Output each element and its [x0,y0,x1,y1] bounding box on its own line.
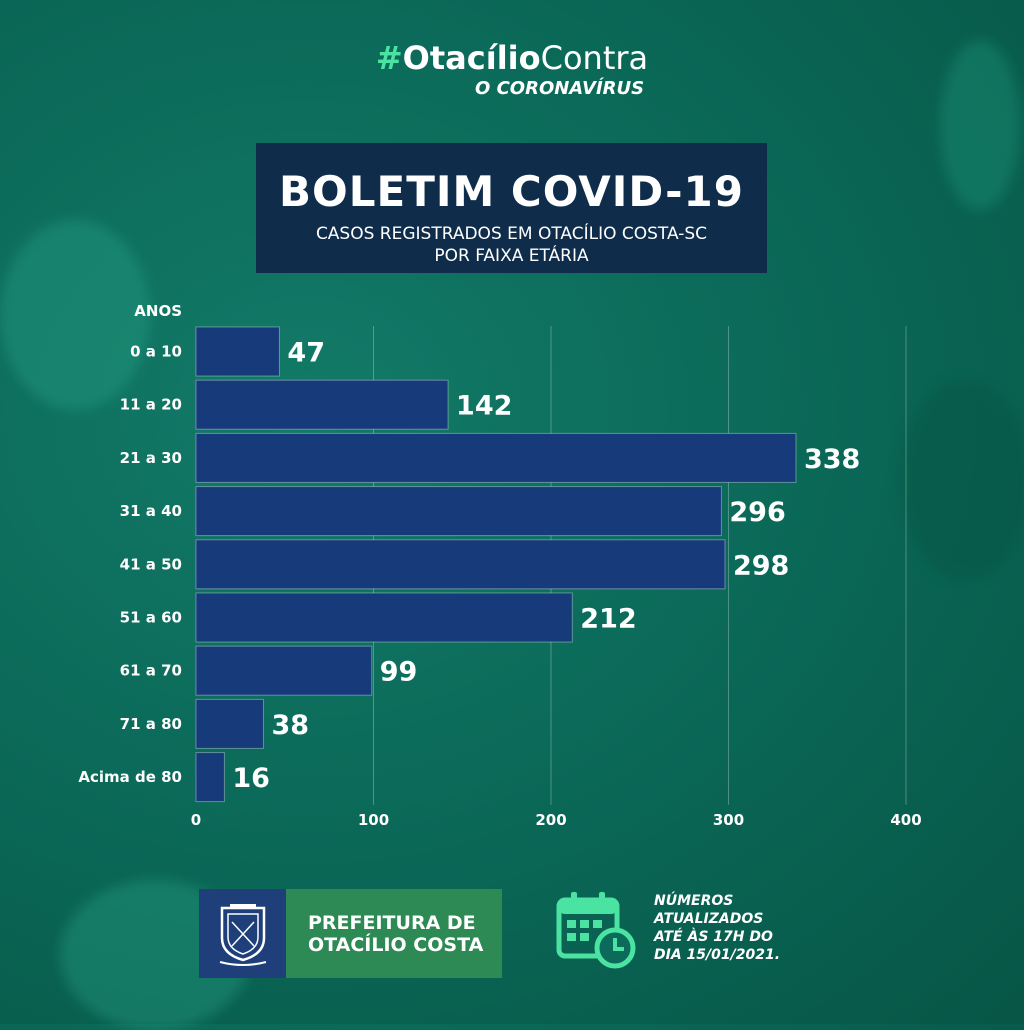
data-label: 338 [804,444,860,475]
category-label: 31 a 40 [120,502,182,520]
bar [195,486,722,537]
hashtag-light: Contra [540,39,649,77]
x-tick-label: 100 [358,811,389,829]
x-tick-label: 200 [535,811,566,829]
calendar-clock-icon [556,892,636,969]
prefeitura-line-2: OTACÍLIO COSTA [308,933,484,956]
data-label: 142 [456,391,512,422]
title-box: BOLETIM COVID-19 CASOS REGISTRADOS EM OT… [256,143,767,273]
hashtag-symbol: # [375,39,403,77]
hashtag-header: #OtacílioContra O CORONAVÍRUS [0,38,1024,99]
virus-icon [900,380,1024,580]
data-label: 212 [580,604,636,635]
virus-icon [940,40,1020,210]
subtitle-line-1: CASOS REGISTRADOS EM OTACÍLIO COSTA-SC [315,224,708,244]
data-label: 38 [271,710,309,741]
virus-icon [0,220,150,410]
category-label: 21 a 30 [120,449,182,467]
update-line-3: ATÉ ÀS 17H DO [654,929,773,945]
update-line-4: DIA 15/01/2021. [654,947,781,963]
bar [195,326,280,377]
x-tick-label: 300 [713,811,744,829]
crest-icon [199,889,286,978]
x-tick-label: 0 [191,811,201,829]
bar [195,645,373,696]
category-label: 11 a 20 [120,396,182,414]
category-label: Acima de 80 [78,768,182,786]
subtitle-line-2: POR FAIXA ETÁRIA [434,246,589,266]
bar [195,539,726,590]
data-label: 298 [733,550,789,581]
prefeitura-label: PREFEITURA DE OTACÍLIO COSTA [286,889,502,978]
prefeitura-line-1: PREFEITURA DE [308,911,476,934]
page-title: BOLETIM COVID-19 [279,167,744,216]
bar [195,592,573,643]
bar [195,698,264,749]
x-tick-label: 400 [890,811,921,829]
hashtag-bold: Otacílio [402,39,541,77]
update-info: NÚMEROS ATUALIZADOS ATÉ ÀS 17H DO DIA 15… [555,890,780,976]
category-label: 61 a 70 [120,662,182,680]
hashtag-subtitle: O CORONAVÍRUS [475,78,645,99]
category-label: 51 a 60 [120,609,182,627]
bar [195,432,797,483]
data-label: 47 [287,338,325,369]
data-label: 99 [380,657,418,688]
data-label: 16 [232,763,270,794]
bar [195,752,225,803]
data-label: 296 [729,497,785,528]
update-text: NÚMEROS ATUALIZADOS ATÉ ÀS 17H DO DIA 15… [654,892,814,964]
category-label: 41 a 50 [120,555,182,573]
update-line-1: NÚMEROS [654,893,734,909]
category-label: 71 a 80 [120,715,182,733]
y-axis-label: ANOS [134,302,182,320]
bar [195,379,449,430]
prefeitura-badge: PREFEITURA DE OTACÍLIO COSTA [199,889,502,978]
category-label: 0 a 10 [130,343,182,361]
update-line-2: ATUALIZADOS [654,911,764,927]
